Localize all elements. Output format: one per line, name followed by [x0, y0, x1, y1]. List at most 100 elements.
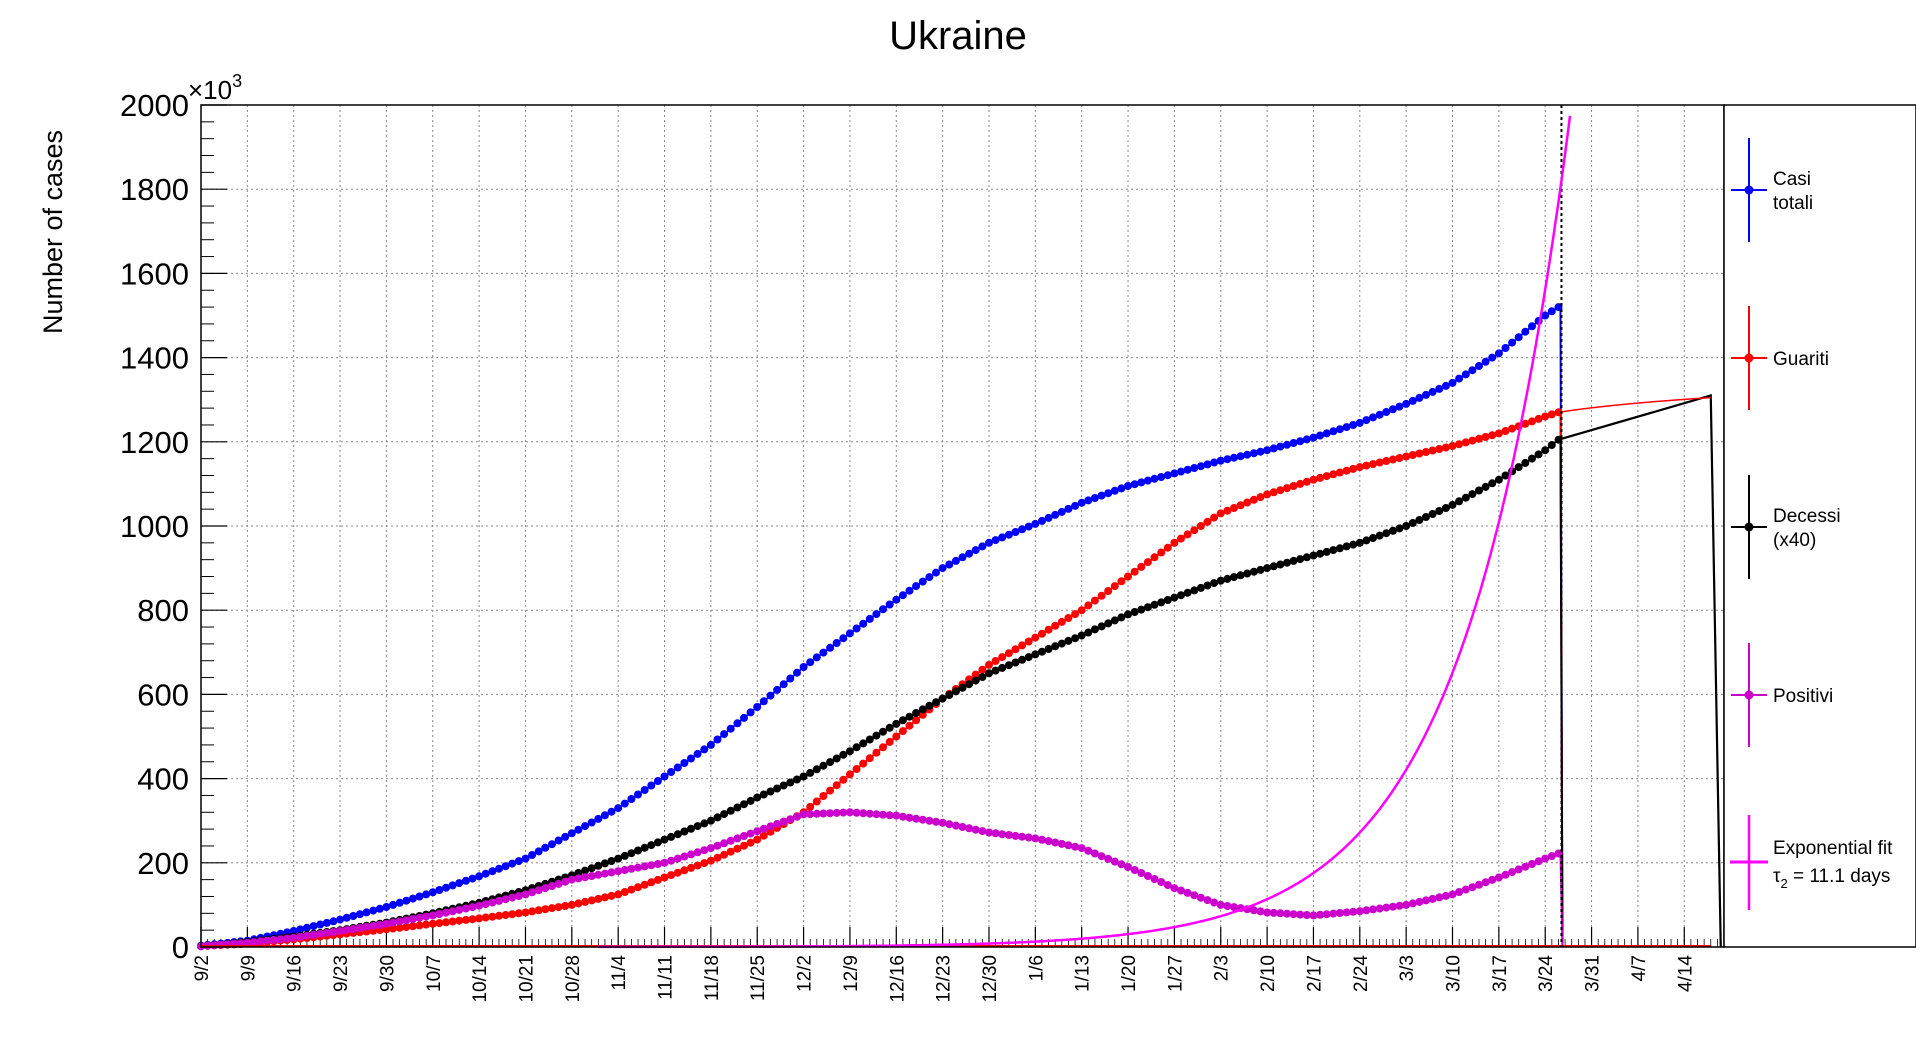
x-tick-label: 4/14 — [1675, 955, 1696, 992]
data-point — [693, 848, 702, 857]
data-point — [435, 910, 444, 918]
data-point — [1124, 610, 1132, 619]
data-point — [1322, 547, 1331, 556]
data-point — [1203, 517, 1212, 526]
data-point — [634, 883, 642, 892]
data-point — [998, 653, 1007, 662]
data-point — [852, 743, 861, 752]
data-point — [1071, 842, 1080, 851]
data-point — [541, 884, 550, 893]
data-point — [793, 668, 801, 677]
data-point — [706, 740, 715, 749]
y-tick-label: 1200 — [120, 425, 189, 460]
data-point — [673, 830, 682, 839]
data-point — [1329, 470, 1338, 479]
data-point — [932, 817, 940, 826]
data-point — [1534, 450, 1543, 459]
data-point — [1210, 458, 1219, 467]
legend-item-0: Casi totali — [1731, 138, 1813, 242]
data-point — [991, 829, 1000, 838]
data-point — [468, 874, 477, 883]
data-point — [455, 879, 464, 888]
data-point — [1408, 519, 1417, 527]
data-point — [832, 781, 841, 790]
x-tick-label: 1/6 — [1026, 955, 1047, 981]
data-point — [806, 658, 815, 667]
data-point — [528, 851, 537, 859]
data-point — [713, 841, 722, 850]
x-tick-label: 9/30 — [377, 955, 398, 992]
data-point — [528, 907, 537, 916]
data-point — [1190, 586, 1199, 595]
data-point — [1349, 464, 1358, 473]
data-point — [859, 809, 868, 818]
data-point — [720, 730, 729, 739]
data-point — [1143, 558, 1152, 567]
data-point — [369, 921, 378, 930]
data-point — [951, 556, 960, 565]
data-point — [389, 924, 397, 933]
data-point — [1309, 475, 1318, 484]
data-point — [766, 822, 775, 831]
data-point — [1481, 357, 1490, 366]
data-point — [1441, 443, 1450, 452]
data-point — [998, 533, 1007, 542]
data-point — [448, 907, 457, 916]
data-point — [1468, 883, 1477, 892]
data-point — [1362, 416, 1371, 425]
data-point — [587, 864, 596, 873]
data-point — [1183, 888, 1192, 897]
data-point — [402, 896, 411, 905]
data-point — [1428, 510, 1437, 518]
data-point — [1296, 910, 1305, 919]
data-point — [1475, 880, 1483, 889]
data-point — [1157, 598, 1166, 607]
data-point — [422, 920, 431, 929]
data-point — [1369, 534, 1377, 542]
data-point — [720, 850, 729, 859]
data-point — [1335, 544, 1344, 553]
data-point — [1004, 530, 1013, 539]
data-point — [1097, 852, 1106, 861]
legend-item-1: Guariti — [1731, 306, 1829, 410]
data-point — [1455, 888, 1464, 896]
data-point — [627, 849, 636, 858]
data-point — [448, 881, 457, 890]
data-point — [1090, 596, 1099, 605]
data-point — [1130, 608, 1139, 616]
data-point — [700, 846, 709, 855]
data-point — [726, 836, 735, 845]
data-point — [640, 862, 649, 871]
data-point — [1011, 645, 1020, 654]
data-point — [243, 938, 252, 947]
data-point — [965, 549, 974, 558]
data-point — [793, 812, 801, 821]
data-point — [541, 843, 550, 852]
data-point — [1024, 833, 1033, 842]
data-point — [1196, 462, 1205, 471]
data-point — [733, 803, 742, 812]
data-point — [1236, 571, 1245, 580]
data-point — [1422, 390, 1430, 399]
data-point — [786, 778, 795, 787]
data-point — [832, 754, 841, 763]
data-point — [1475, 486, 1483, 495]
data-point — [1289, 910, 1298, 919]
x-tick-label: 3/3 — [1397, 955, 1418, 981]
data-point — [1150, 553, 1159, 562]
data-point — [1031, 519, 1040, 528]
legend-fit-label: Exponential fit — [1773, 838, 1893, 859]
data-point — [1157, 548, 1166, 557]
data-point — [1375, 458, 1384, 467]
data-point — [620, 866, 629, 874]
data-point — [1395, 524, 1404, 533]
data-point — [1534, 414, 1543, 423]
data-point — [448, 917, 457, 926]
data-point — [1468, 490, 1477, 499]
data-point — [1057, 617, 1066, 626]
data-point — [1196, 583, 1205, 592]
x-tick-label: 9/2 — [192, 955, 213, 981]
data-point — [892, 732, 901, 741]
data-point — [1077, 844, 1086, 853]
data-point — [1064, 614, 1073, 622]
